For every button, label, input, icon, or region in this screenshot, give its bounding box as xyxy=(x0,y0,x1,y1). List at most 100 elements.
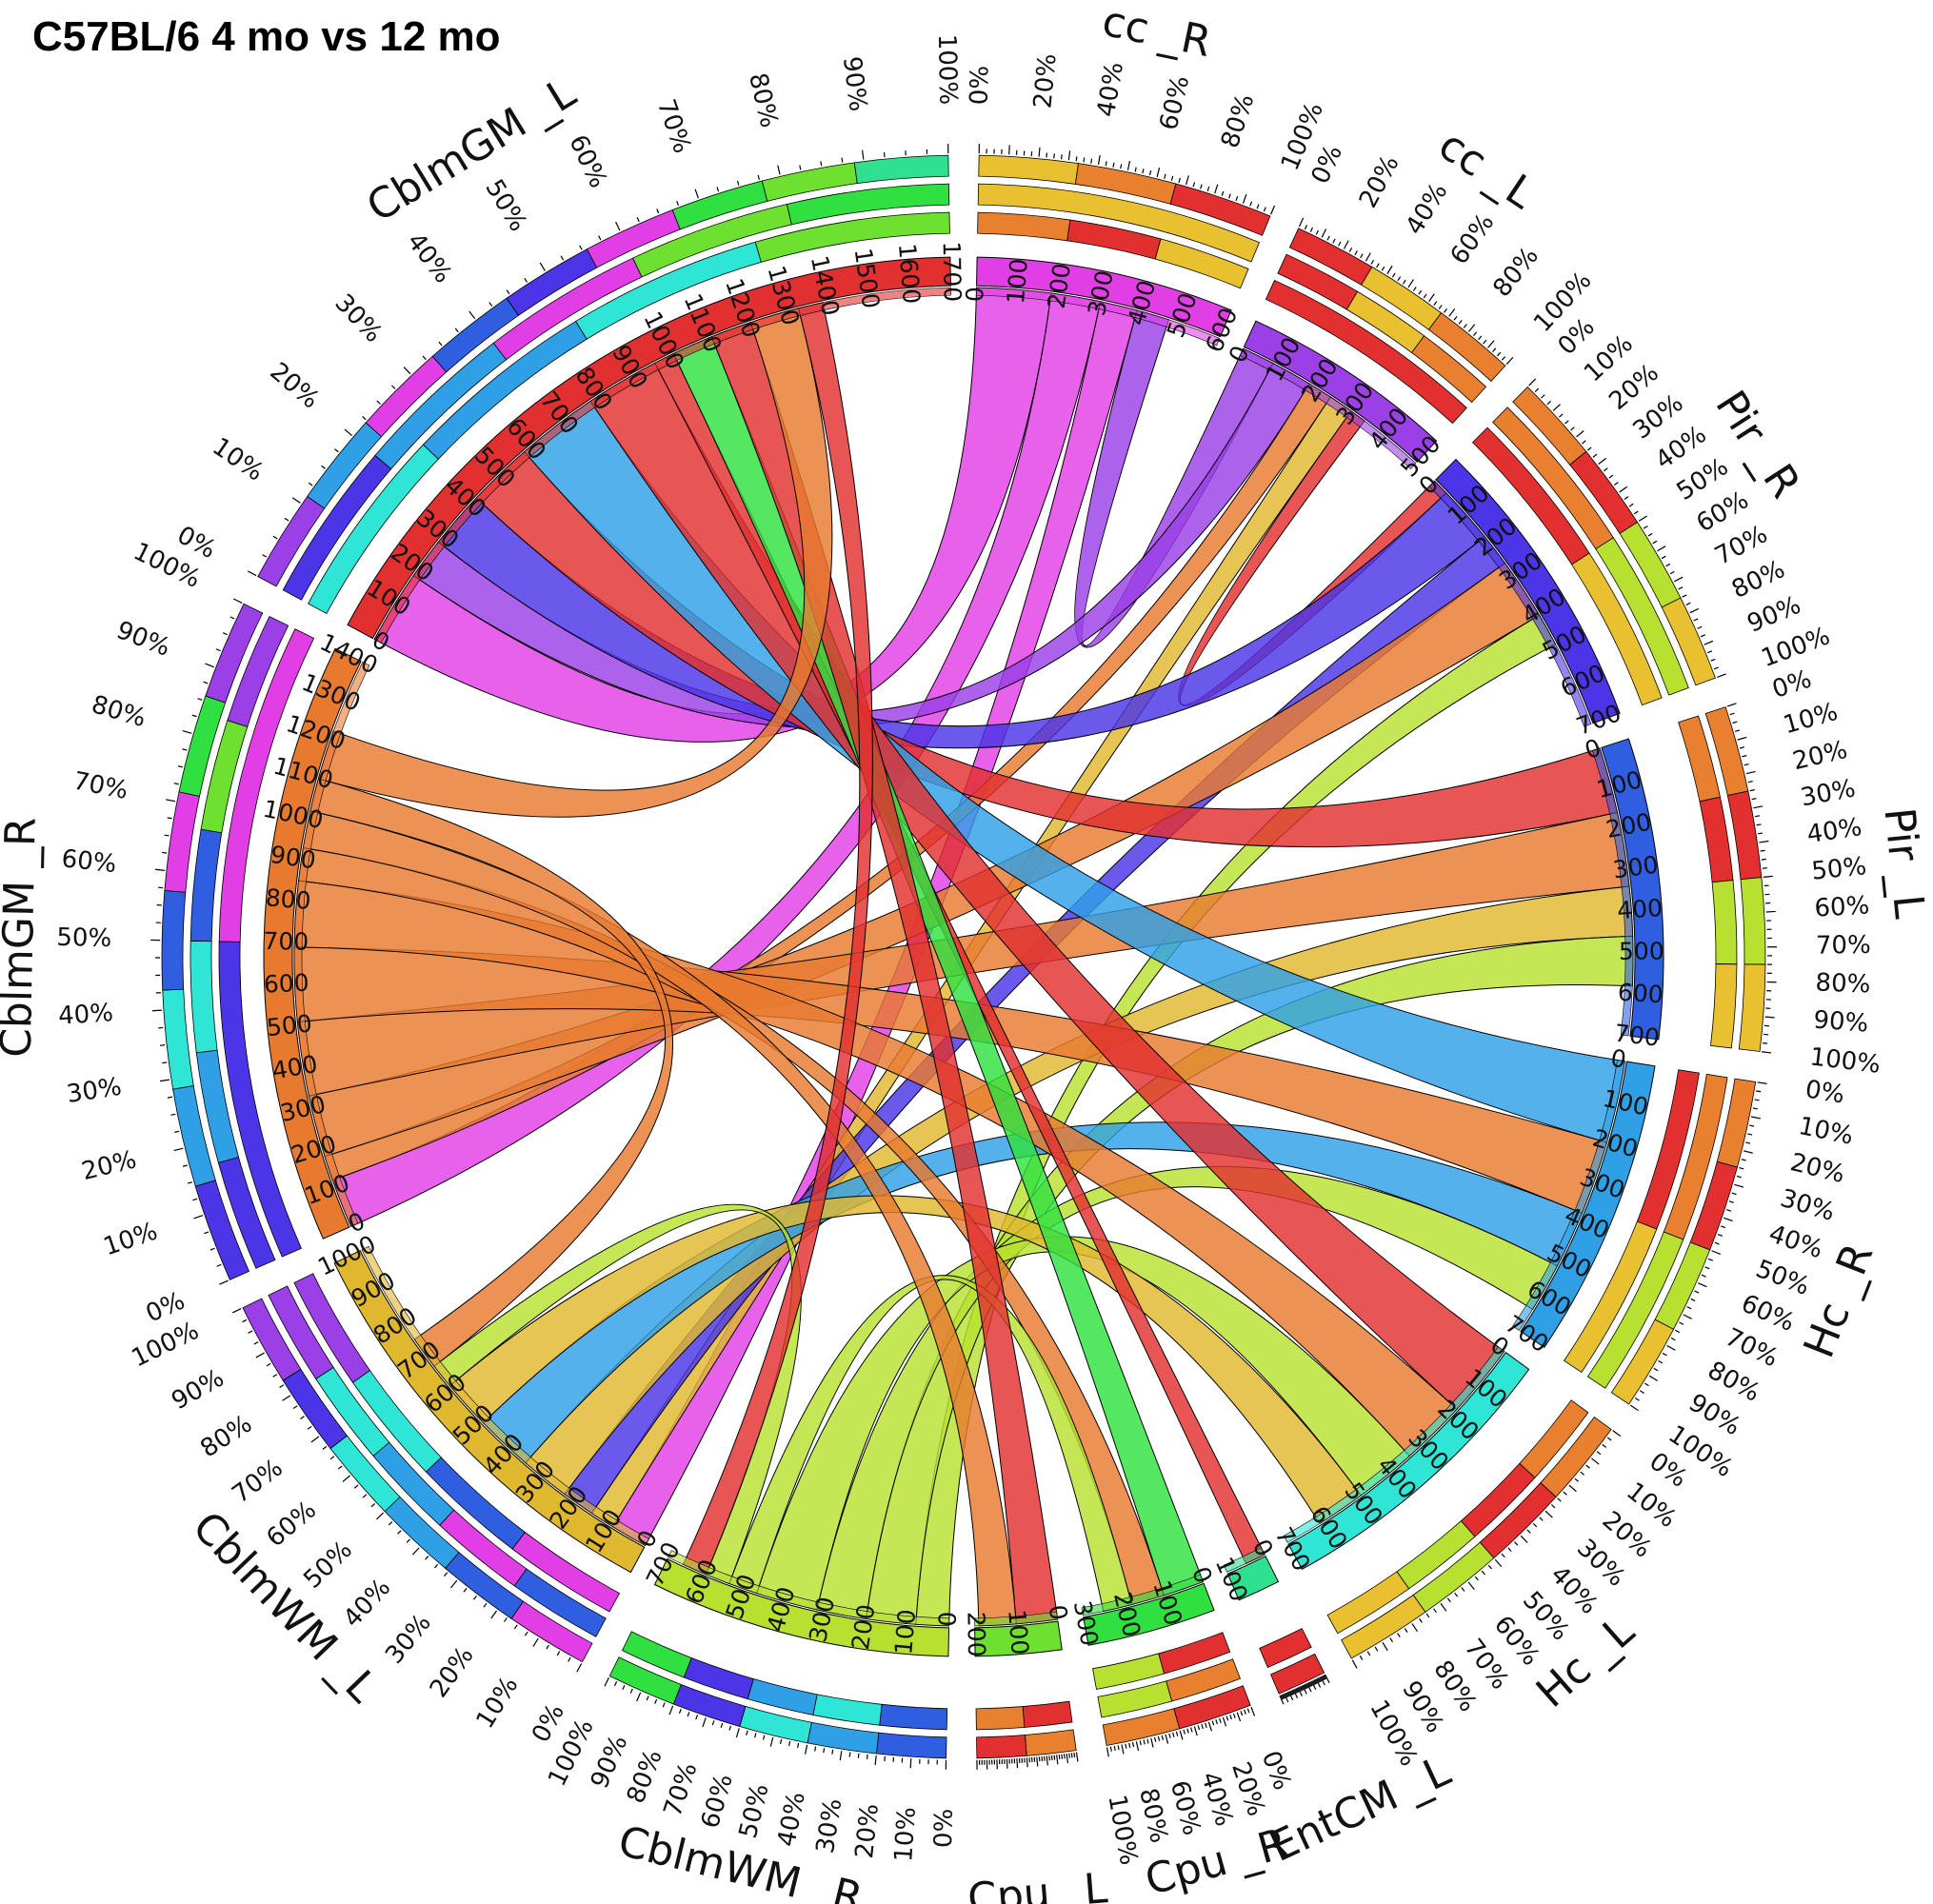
sector-inner-strip xyxy=(1592,747,1634,1037)
tick-mark xyxy=(711,1720,715,1726)
tick-mark xyxy=(468,310,476,320)
tick-mark xyxy=(397,1530,402,1535)
tick-mark xyxy=(231,1308,242,1314)
tick-mark xyxy=(1305,1683,1309,1689)
tick-mark xyxy=(1131,1741,1135,1748)
tick-mark xyxy=(1412,287,1417,291)
sector-pct-label: 50% xyxy=(56,923,111,953)
tick-mark xyxy=(1326,235,1330,241)
tick-mark xyxy=(388,1520,393,1526)
tick-mark xyxy=(1505,356,1514,366)
tick-mark xyxy=(1683,1314,1692,1319)
tick-mark xyxy=(1467,1581,1475,1590)
tick-mark xyxy=(1150,1737,1154,1748)
tick-mark xyxy=(532,1637,539,1647)
tick-mark xyxy=(1070,1753,1073,1758)
sector-band-CblmGM_L xyxy=(347,256,951,640)
tick-mark xyxy=(1729,712,1735,716)
tick-mark xyxy=(1633,510,1639,515)
tick-mark xyxy=(1283,1694,1286,1699)
tick-mark xyxy=(716,187,720,192)
sector-tick-label: 0 xyxy=(934,1611,962,1627)
tick-mark xyxy=(1557,1497,1562,1502)
tick-mark xyxy=(1418,289,1423,295)
pct-ring-segment xyxy=(975,1706,1026,1731)
tick-mark xyxy=(1314,1678,1318,1684)
tick-mark xyxy=(1296,1687,1300,1693)
tick-mark xyxy=(291,497,301,504)
tick-mark xyxy=(613,1681,618,1687)
tick-mark xyxy=(1304,1683,1307,1689)
tick-mark xyxy=(1246,1708,1250,1714)
sector-tick-label: 300 xyxy=(1611,851,1660,884)
tick-mark xyxy=(1067,150,1071,161)
sector-inner-strip xyxy=(1223,1547,1265,1573)
sector-pct-label: 20% xyxy=(1028,52,1062,109)
tick-mark xyxy=(425,1556,429,1560)
tick-mark xyxy=(1657,545,1666,552)
tick-mark xyxy=(1075,1752,1079,1762)
tick-mark xyxy=(1707,1258,1713,1261)
tick-mark xyxy=(159,1079,170,1082)
sector-name-label: CblmGM _R xyxy=(0,817,46,1058)
tick-mark xyxy=(524,1631,528,1636)
pct-ring-segment xyxy=(1411,335,1487,404)
tick-mark xyxy=(702,1717,707,1728)
tick-mark xyxy=(1053,1755,1056,1760)
tick-mark xyxy=(1315,1678,1322,1688)
sector-pct-label: 60% xyxy=(60,844,118,879)
tick-mark xyxy=(823,1748,826,1754)
sector-pct-label: 60% xyxy=(261,1496,322,1553)
tick-mark xyxy=(1321,1676,1325,1681)
sector-tick-label: 200 xyxy=(1043,262,1077,310)
tick-mark xyxy=(1303,1684,1306,1690)
sector-tick-label: 200 xyxy=(847,1602,881,1651)
tick-mark xyxy=(1374,1646,1379,1652)
tick-mark xyxy=(193,1215,204,1220)
tick-mark xyxy=(668,1705,674,1716)
tick-mark xyxy=(1425,1613,1430,1618)
tick-mark xyxy=(1229,1715,1232,1720)
pct-ring-segment xyxy=(1097,1680,1173,1718)
tick-mark xyxy=(1568,1484,1577,1493)
tick-mark xyxy=(406,1538,410,1543)
tick-mark xyxy=(1226,1716,1229,1721)
tick-mark xyxy=(1360,253,1364,259)
sector-pct-label: 70% xyxy=(651,95,696,156)
tick-mark xyxy=(1591,1458,1600,1465)
tick-mark xyxy=(203,681,209,684)
tick-mark xyxy=(1320,1676,1325,1686)
tick-mark xyxy=(1603,467,1608,472)
sector-pct-label: 70% xyxy=(227,1454,288,1510)
tick-mark xyxy=(503,1617,508,1622)
tick-mark xyxy=(1008,145,1010,155)
sector-pct-label: 0% xyxy=(966,66,995,106)
tick-mark xyxy=(1006,1758,1008,1769)
tick-mark xyxy=(1586,446,1592,451)
tick-mark xyxy=(1215,1719,1219,1725)
pct-ring-segment xyxy=(1571,552,1663,706)
tick-mark xyxy=(1139,1740,1142,1746)
tick-mark xyxy=(1419,1617,1423,1623)
sector-pct-label: 40% xyxy=(338,1574,396,1634)
pct-ring-segment xyxy=(162,988,194,1090)
tick-mark xyxy=(1068,1753,1070,1758)
tick-mark xyxy=(1048,1755,1050,1761)
tick-mark xyxy=(1365,252,1371,262)
tick-mark xyxy=(1366,1651,1371,1656)
tick-mark xyxy=(1643,525,1648,529)
tick-mark xyxy=(1164,173,1166,179)
tick-mark xyxy=(636,217,640,223)
tick-mark xyxy=(1285,1692,1289,1697)
tick-mark xyxy=(1073,1752,1076,1758)
sector-inner-strip xyxy=(293,662,370,1227)
tick-mark xyxy=(1736,1175,1742,1179)
sector-pct-label: 10% xyxy=(1796,1112,1856,1151)
tick-mark xyxy=(1193,1726,1198,1736)
tick-mark xyxy=(1175,1731,1179,1736)
sector-tick-label: 100 xyxy=(1002,257,1033,305)
tick-mark xyxy=(1161,1735,1165,1740)
sector-band-CblmWM_R xyxy=(653,1557,950,1657)
tick-mark xyxy=(1743,1150,1753,1154)
